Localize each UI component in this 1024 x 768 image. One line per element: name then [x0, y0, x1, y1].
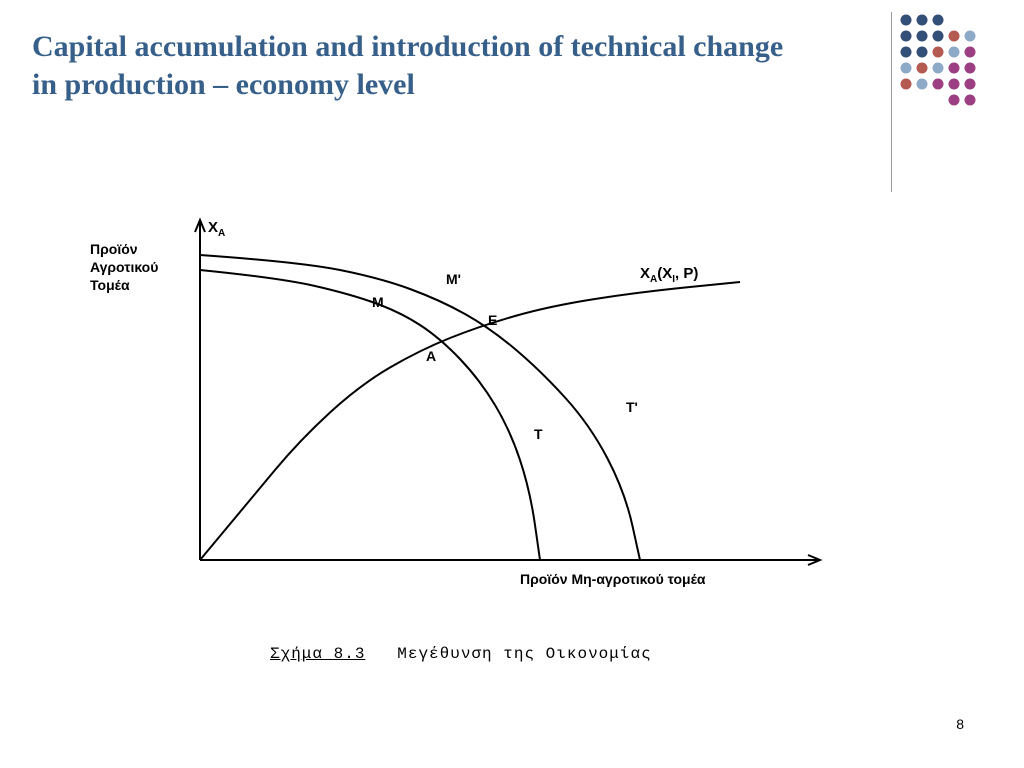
page-number: 8	[956, 716, 964, 732]
decor-dot	[933, 47, 944, 58]
figure-text: Μεγέθυνση της Οικονομίας	[397, 645, 651, 663]
decor-dot	[917, 31, 928, 42]
rising-curve-label: XA(XI, P)	[640, 265, 698, 285]
figure-caption: Σχήμα 8.3 Μεγέθυνση της Οικονομίας	[270, 645, 652, 663]
decor-dot	[901, 63, 912, 74]
y-axis-side-label: Τομέα	[90, 277, 130, 293]
decor-dot	[901, 47, 912, 58]
decor-dot	[917, 47, 928, 58]
label-T: T	[534, 426, 543, 442]
rising-curve	[200, 282, 740, 560]
page-title: Capital accumulation and introduction of…	[32, 28, 792, 103]
decor-dot	[917, 15, 928, 26]
decor-dot	[901, 79, 912, 90]
decor-dot	[901, 31, 912, 42]
ppf-outer-curve	[200, 255, 640, 560]
decor-dot	[933, 63, 944, 74]
label-A: A	[426, 348, 436, 364]
decor-dot	[965, 79, 976, 90]
decor-dots	[896, 10, 1006, 130]
decor-dot	[917, 63, 928, 74]
x-axis-label: Προϊόν Μη-αγροτικού τομέα	[520, 571, 706, 587]
decor-dot	[917, 79, 928, 90]
economics-diagram: XA Προϊόν Αγροτικού Τομέα Προϊόν Μη-αγροτικο…	[80, 200, 860, 630]
decor-divider	[891, 12, 892, 192]
decor-dot	[933, 31, 944, 42]
figure-number: Σχήμα 8.3	[270, 645, 365, 663]
decor-dot	[949, 63, 960, 74]
y-axis-top-label: XA	[208, 219, 225, 239]
label-E: E	[488, 312, 497, 328]
decor-dot	[949, 95, 960, 106]
decor-dot	[965, 95, 976, 106]
y-axis-side-label: Προϊόν	[90, 241, 138, 257]
decor-dot	[901, 15, 912, 26]
decor-dot	[949, 47, 960, 58]
label-M: M	[372, 294, 384, 310]
decor-dot	[933, 79, 944, 90]
decor-dot	[965, 31, 976, 42]
decor-dot	[949, 79, 960, 90]
decor-dot	[933, 15, 944, 26]
decor-dot	[949, 31, 960, 42]
label-M-prime: M'	[446, 271, 461, 287]
label-T-prime: T'	[626, 399, 638, 415]
decor-dot	[965, 63, 976, 74]
y-axis-side-label: Αγροτικού	[90, 259, 158, 275]
decor-dot	[965, 47, 976, 58]
